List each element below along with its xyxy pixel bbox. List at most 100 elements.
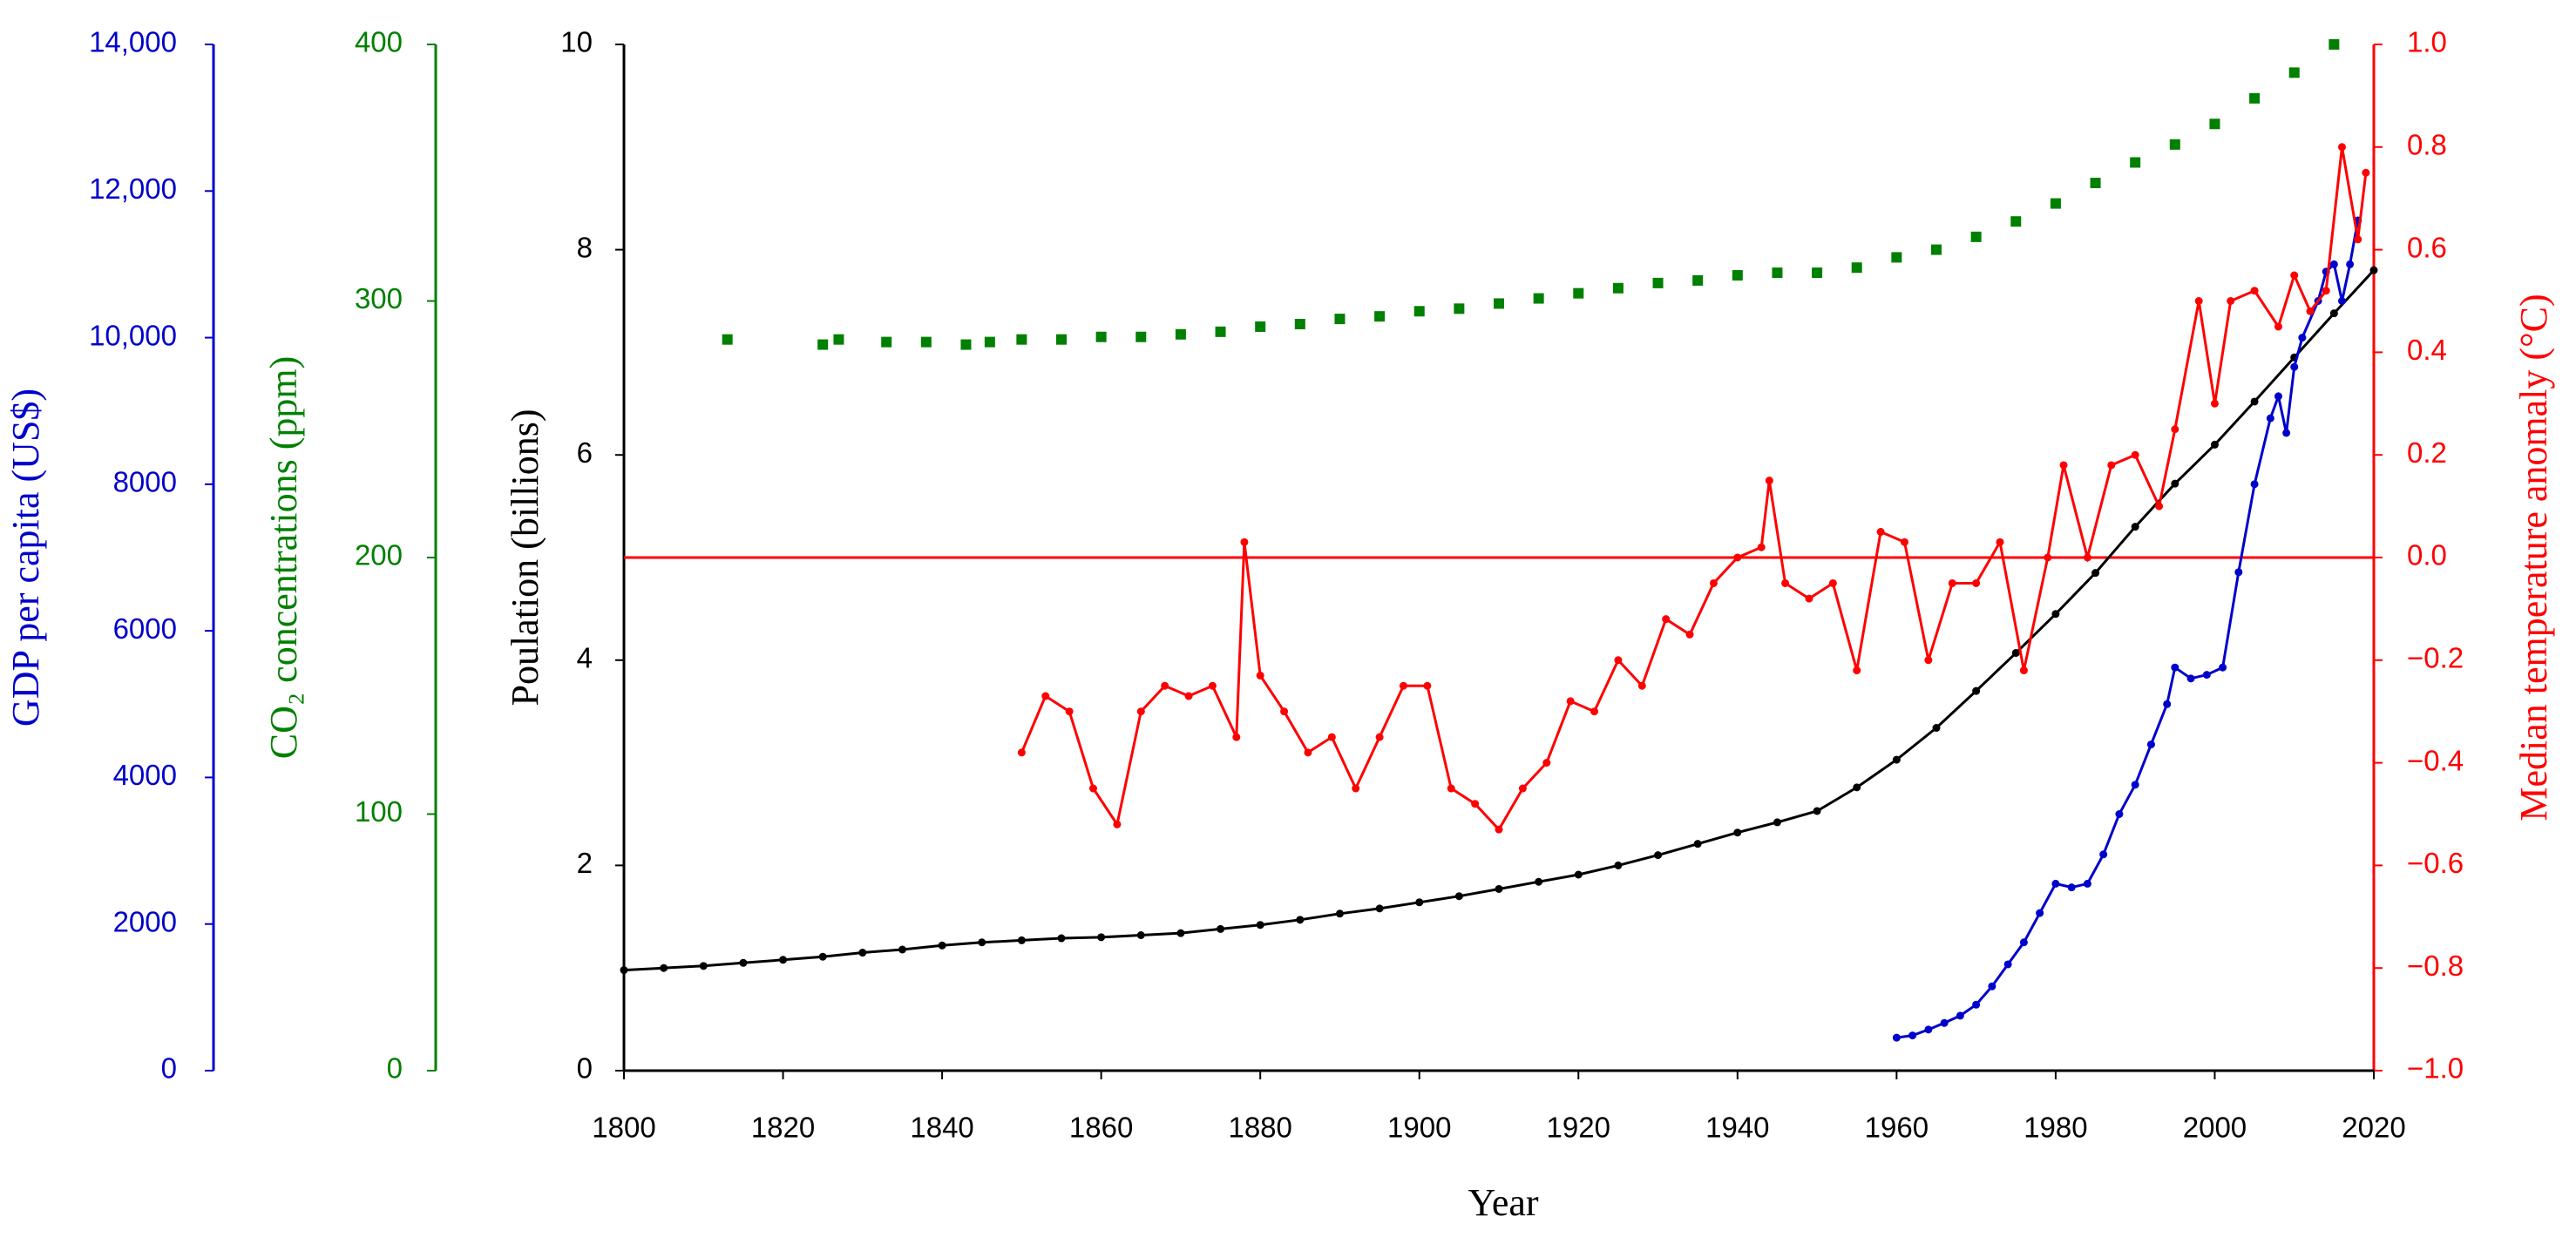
point — [960, 339, 972, 350]
point — [2067, 883, 2076, 892]
y4-tick-label: 200 — [355, 539, 403, 571]
point — [620, 966, 628, 975]
point — [2274, 322, 2282, 331]
point — [1327, 733, 1336, 741]
point — [1542, 759, 1551, 767]
point — [1692, 274, 1704, 286]
point — [2298, 334, 2307, 342]
point — [2130, 157, 2141, 168]
point — [1041, 692, 1050, 700]
point — [2210, 440, 2219, 449]
point — [2219, 663, 2227, 672]
point — [1454, 892, 1463, 901]
point — [1908, 1031, 1917, 1040]
point — [817, 339, 829, 350]
point — [1654, 851, 1663, 860]
point — [1637, 681, 1646, 690]
point — [2011, 649, 2020, 658]
x-tick-label: 1820 — [751, 1112, 815, 1144]
point — [2306, 307, 2315, 315]
point — [1765, 477, 1773, 485]
point — [1972, 686, 1981, 695]
point — [2210, 399, 2219, 408]
point — [1652, 277, 1664, 288]
y3-tick-label: 0 — [161, 1052, 177, 1085]
y2-tick-label: 0.0 — [2407, 539, 2447, 571]
point — [833, 334, 844, 345]
point — [2099, 850, 2108, 859]
point — [2209, 118, 2220, 130]
point — [1891, 252, 1902, 263]
y3-tick-label: 6000 — [113, 612, 177, 645]
point — [2059, 461, 2068, 470]
point — [1057, 934, 1066, 943]
point — [739, 958, 748, 967]
y4-tick-label: 0 — [387, 1052, 403, 1085]
point — [1972, 578, 1981, 587]
point — [1335, 909, 1344, 918]
point — [1535, 877, 1543, 886]
point — [2019, 666, 2028, 675]
point — [2050, 198, 2061, 209]
point — [1240, 537, 1249, 546]
point — [1533, 293, 1544, 304]
point — [1255, 321, 1266, 332]
point — [722, 334, 733, 345]
y4-tick-label: 300 — [355, 282, 403, 314]
point — [1017, 748, 1026, 757]
point — [2362, 168, 2370, 177]
point — [1375, 733, 1384, 741]
y2-tick-label: 0.6 — [2407, 231, 2447, 263]
y3-tick-label: 12,000 — [89, 172, 177, 205]
y-tick-label: 8 — [577, 231, 593, 263]
point — [1924, 656, 1933, 665]
point — [1972, 1000, 1981, 1009]
point — [1948, 578, 1956, 587]
point — [660, 963, 668, 972]
point — [1334, 314, 1346, 325]
x-tick-label: 2000 — [2183, 1112, 2247, 1144]
point — [1876, 528, 1885, 537]
point — [1940, 1018, 1949, 1027]
point — [2337, 297, 2346, 305]
point — [1662, 615, 1671, 624]
point — [1095, 331, 1107, 342]
point — [1495, 825, 1503, 834]
point — [1614, 656, 1623, 665]
y2-tick-label: 0.4 — [2407, 334, 2447, 366]
y2-axis-title: Median temperature anomaly (°C) — [2512, 294, 2555, 821]
point — [2131, 781, 2139, 789]
x-tick-label: 1900 — [1387, 1112, 1451, 1144]
y4-tick-label: 100 — [355, 795, 403, 828]
y-tick-label: 4 — [577, 642, 593, 674]
point — [1352, 784, 1360, 793]
x-tick-label: 1920 — [1547, 1112, 1610, 1144]
point — [1956, 1011, 1964, 1020]
point — [1772, 267, 1783, 279]
point — [2250, 397, 2259, 406]
point — [2171, 479, 2179, 488]
point — [2115, 810, 2124, 818]
point — [1773, 818, 1781, 827]
point — [1996, 537, 2004, 546]
y3-tick-label: 2000 — [113, 905, 177, 937]
x-tick-label: 1940 — [1705, 1112, 1769, 1144]
x-tick-label: 1960 — [1865, 1112, 1929, 1144]
point — [1828, 578, 1837, 587]
point — [978, 938, 986, 947]
point — [2266, 414, 2274, 423]
point — [1574, 870, 1583, 879]
point — [2146, 740, 2155, 749]
point — [1590, 707, 1599, 716]
point — [1781, 578, 1790, 587]
y2-tick-label: 1.0 — [2407, 26, 2447, 58]
y-axis-title: Poulation (billions) — [504, 409, 546, 707]
point — [1097, 933, 1106, 942]
point — [2090, 178, 2101, 189]
point — [1415, 898, 1424, 907]
point — [1294, 319, 1305, 330]
point — [2194, 297, 2203, 305]
point — [1135, 331, 1147, 342]
x-tick-label: 1980 — [2024, 1112, 2087, 1144]
